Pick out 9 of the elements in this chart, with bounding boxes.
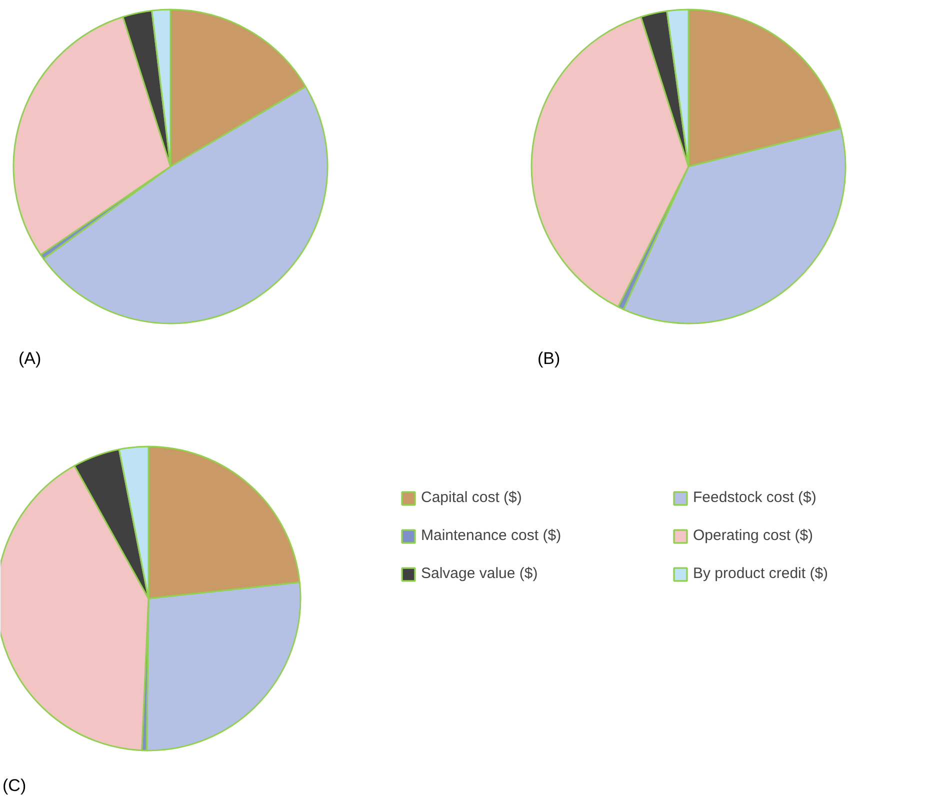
legend-label: Maintenance cost ($) xyxy=(421,527,562,544)
text: (C) xyxy=(2,776,26,795)
text: (B) xyxy=(538,349,560,368)
legend-label: Salvage value ($) xyxy=(421,565,539,582)
legend-label: Capital cost ($) xyxy=(421,489,523,506)
text: (A) xyxy=(18,349,42,368)
legend-label: Feedstock cost ($) xyxy=(693,489,818,506)
legend-label: By product credit ($) xyxy=(693,565,830,582)
legend-label: Operating cost ($) xyxy=(693,527,814,544)
